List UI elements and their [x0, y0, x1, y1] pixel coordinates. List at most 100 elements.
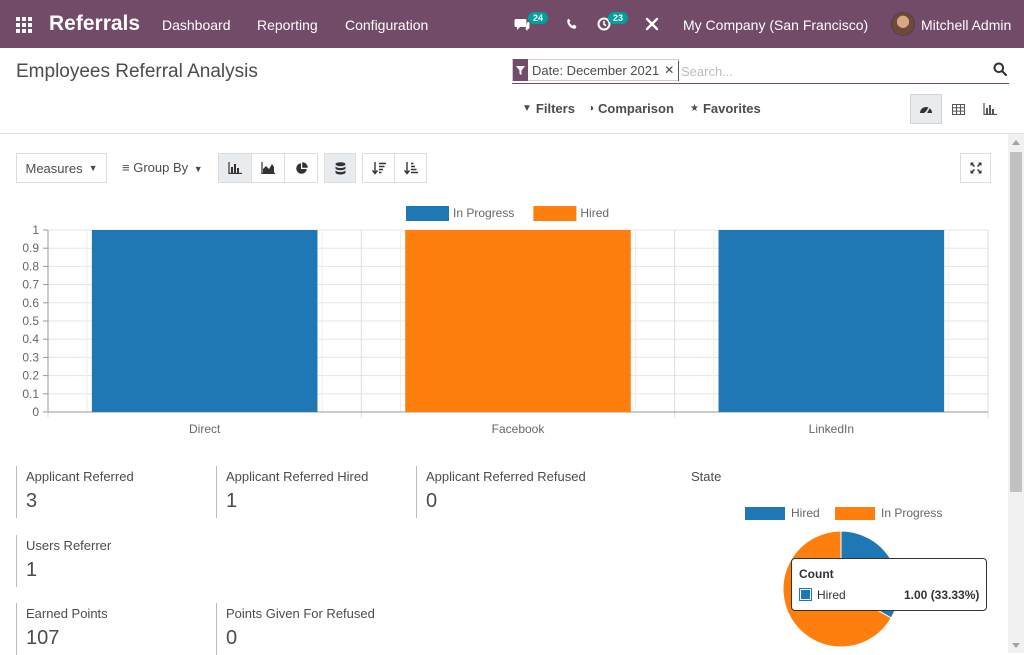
scroll-thumb[interactable]: [1010, 152, 1022, 492]
database-icon: [335, 161, 345, 174]
line-chart-mode-button[interactable]: [251, 153, 285, 183]
chat-icon[interactable]: [514, 17, 530, 31]
control-panel-divider: [0, 133, 1024, 134]
activity-clock-icon[interactable]: [597, 17, 611, 31]
user-avatar[interactable]: [891, 12, 915, 36]
referral-bar-chart: In Progress Hired 0 0.1 0.2 0.3 0.4 0.5 0.6 0.7 0.…: [22, 206, 989, 436]
stat-label: Users Referrer: [26, 538, 112, 553]
y-tick-label: 0.6: [22, 296, 39, 310]
y-tick-label: 0.8: [22, 259, 39, 273]
top-navbar: Referrals Dashboard Reporting Configurat…: [0, 0, 1024, 48]
pie-chart-mode-button[interactable]: [284, 153, 318, 183]
y-tick-label: 0.9: [22, 241, 39, 255]
search-icon[interactable]: [993, 62, 1007, 76]
tooltip-value: 1.00 (33.33%): [904, 588, 980, 602]
pie-chart-title: State: [691, 469, 722, 484]
y-tick-label: 0.7: [22, 278, 39, 292]
legend-swatch: [533, 206, 577, 221]
graph-view-button[interactable]: [974, 94, 1006, 124]
stat-value: 1: [226, 490, 238, 512]
tools-icon[interactable]: [645, 17, 659, 31]
stat-value: 3: [26, 490, 38, 512]
apps-menu-icon[interactable]: [16, 17, 32, 33]
stat-users-referrer[interactable]: Users Referrer 1: [16, 535, 111, 587]
facet-label: Date: December 2021: [532, 62, 660, 78]
bar-chart-mode-button[interactable]: [218, 153, 252, 183]
dashboard-gauge-icon: [920, 107, 932, 115]
caret-down-icon: ▼: [88, 163, 98, 173]
messages-count-badge: 24: [528, 12, 549, 24]
search-facet: Date: December 2021 ✕: [512, 59, 680, 81]
filters-dropdown[interactable]: ▼ Filters: [522, 101, 575, 116]
facet-remove-icon[interactable]: ✕: [664, 63, 675, 77]
y-tick-label: 0.4: [22, 332, 39, 346]
filters-label: Filters: [535, 101, 575, 116]
legend-label: Hired: [791, 506, 820, 520]
stat-applicant-referred-hired[interactable]: Applicant Referred Hired 1: [216, 466, 368, 518]
legend-swatch: [745, 507, 785, 520]
list-icon: ≡: [122, 160, 130, 175]
sort-ascending-button[interactable]: [394, 153, 427, 183]
menu-dashboard[interactable]: Dashboard: [162, 17, 231, 33]
caret-down-icon: ▼: [193, 164, 203, 174]
bar-chart-icon: [983, 103, 997, 115]
favorites-dropdown[interactable]: ★ Favorites: [690, 101, 761, 116]
legend-swatch: [835, 507, 875, 520]
menu-configuration[interactable]: Configuration: [345, 17, 429, 33]
legend-label: In Progress: [881, 506, 942, 520]
chart-tooltip: Count Hired 1.00 (33.33%): [791, 558, 987, 611]
groupby-label: Group By: [133, 160, 189, 175]
y-tick-label: 0.1: [22, 387, 39, 401]
activities-count-badge: 23: [608, 12, 629, 24]
y-tick-label: 0.5: [22, 314, 39, 328]
page-title: Employees Referral Analysis: [16, 61, 258, 82]
scroll-down-arrow[interactable]: [1012, 643, 1020, 648]
stacked-toggle-button[interactable]: [324, 153, 356, 183]
user-menu[interactable]: Mitchell Admin: [921, 17, 1012, 33]
stat-applicant-referred[interactable]: Applicant Referred 3: [16, 466, 134, 518]
stat-earned-points[interactable]: Earned Points 107: [16, 603, 108, 655]
legend-label: Hired: [580, 206, 609, 220]
app-brand[interactable]: Referrals: [49, 12, 141, 35]
company-switcher[interactable]: My Company (San Francisco): [683, 17, 869, 33]
menu-reporting[interactable]: Reporting: [257, 17, 318, 33]
stat-value: 107: [26, 627, 60, 649]
filter-icon: [513, 59, 528, 81]
sort-descending-button[interactable]: [362, 153, 395, 183]
stat-points-given-for-refused[interactable]: Points Given For Refused 0: [216, 603, 375, 655]
dashboard-view-button[interactable]: [910, 94, 942, 124]
y-tick-label: 0.2: [22, 369, 39, 383]
y-tick-label: 0.3: [22, 350, 39, 364]
measures-dropdown[interactable]: Measures ▼: [16, 153, 107, 183]
comparison-dropdown[interactable]: ◑ Comparison: [588, 101, 674, 116]
phone-icon[interactable]: [566, 18, 578, 30]
page-scrollbar[interactable]: [1008, 134, 1024, 653]
y-tick-label: 0: [32, 405, 39, 419]
stat-value: 1: [26, 559, 38, 581]
stat-applicant-referred-refused[interactable]: Applicant Referred Refused 0: [416, 466, 586, 518]
tooltip-title: Count: [799, 567, 834, 581]
tooltip-swatch: [799, 588, 812, 601]
filter-icon: ▼: [522, 103, 532, 114]
table-icon: [951, 103, 965, 115]
expand-button[interactable]: [960, 153, 991, 183]
x-tick-label: Direct: [189, 422, 221, 436]
bar-in-progress: [718, 230, 945, 412]
stat-value: 0: [426, 490, 438, 512]
view-switcher: [910, 94, 1006, 124]
scroll-up-arrow[interactable]: [1012, 140, 1020, 145]
favorites-label: Favorites: [702, 101, 761, 116]
pivot-view-button[interactable]: [942, 94, 974, 124]
pie-chart-icon: [295, 161, 308, 174]
stat-label: Applicant Referred Refused: [426, 469, 586, 484]
sort-ascending-icon: [403, 161, 418, 175]
star-icon: ★: [690, 103, 699, 114]
bar-in-progress: [91, 230, 318, 412]
search-input[interactable]: [678, 61, 978, 81]
area-chart-icon: [261, 162, 275, 174]
tooltip-series: Hired: [817, 588, 846, 602]
stat-label: Points Given For Refused: [226, 606, 375, 621]
stat-label: Earned Points: [26, 606, 108, 621]
search-bar: Date: December 2021 ✕: [512, 58, 1009, 84]
groupby-dropdown[interactable]: ≡ Group By ▼: [122, 160, 203, 175]
